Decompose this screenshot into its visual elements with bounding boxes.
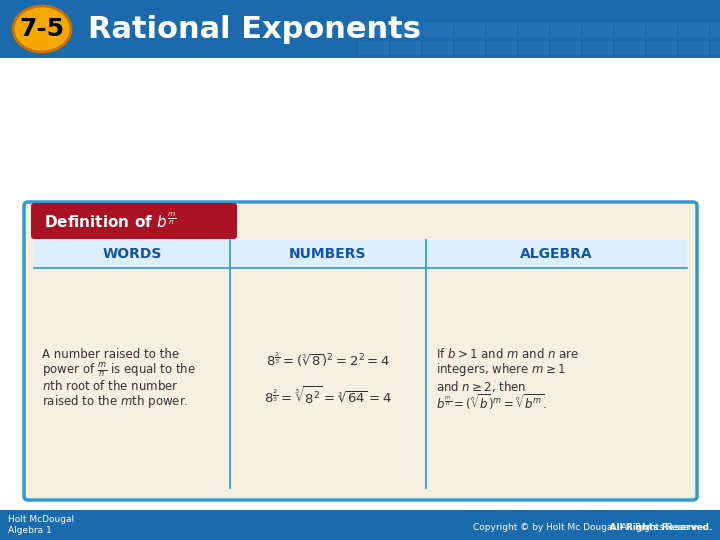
FancyBboxPatch shape [583, 41, 613, 55]
FancyBboxPatch shape [24, 202, 697, 500]
FancyBboxPatch shape [711, 41, 720, 55]
Text: Rational Exponents: Rational Exponents [88, 15, 421, 44]
FancyBboxPatch shape [423, 41, 453, 55]
FancyBboxPatch shape [615, 41, 645, 55]
Text: If $b > 1$ and $m$ and $n$ are: If $b > 1$ and $m$ and $n$ are [436, 347, 579, 361]
FancyBboxPatch shape [391, 23, 421, 37]
FancyBboxPatch shape [551, 23, 581, 37]
Text: Holt McDougal
Algebra 1: Holt McDougal Algebra 1 [8, 515, 74, 535]
Text: raised to the $m$th power.: raised to the $m$th power. [42, 394, 189, 410]
FancyBboxPatch shape [455, 23, 485, 37]
FancyBboxPatch shape [423, 23, 453, 37]
Text: Definition of $b^{\frac{m}{n}}$: Definition of $b^{\frac{m}{n}}$ [44, 211, 176, 231]
FancyBboxPatch shape [519, 23, 549, 37]
FancyBboxPatch shape [647, 23, 677, 37]
FancyBboxPatch shape [0, 510, 720, 540]
FancyBboxPatch shape [391, 41, 421, 55]
Text: $b^{\frac{m}{n}} = (\sqrt[n]{b})^m = \sqrt[n]{b^m}.$: $b^{\frac{m}{n}} = (\sqrt[n]{b})^m = \sq… [436, 392, 547, 412]
Text: NUMBERS: NUMBERS [289, 247, 366, 261]
Text: power of $\frac{m}{n}$ is equal to the: power of $\frac{m}{n}$ is equal to the [42, 361, 196, 379]
Text: integers, where $m \geq 1$: integers, where $m \geq 1$ [436, 361, 566, 379]
Text: $8^{\frac{2}{3}} = \sqrt[3]{8^2} = \sqrt[3]{64} = 4$: $8^{\frac{2}{3}} = \sqrt[3]{8^2} = \sqrt… [264, 386, 392, 406]
Text: ALGEBRA: ALGEBRA [520, 247, 593, 261]
Text: All Rights Reserved.: All Rights Reserved. [497, 523, 712, 531]
FancyBboxPatch shape [679, 23, 709, 37]
Text: 7-5: 7-5 [19, 17, 65, 41]
FancyBboxPatch shape [487, 41, 517, 55]
Text: $8^{\frac{2}{3}} = (\sqrt[3]{8})^2 = 2^2 = 4$: $8^{\frac{2}{3}} = (\sqrt[3]{8})^2 = 2^2… [266, 351, 390, 369]
Text: Copyright © by Holt Mc Dougal. All Rights Reserved.: Copyright © by Holt Mc Dougal. All Right… [473, 523, 712, 531]
FancyBboxPatch shape [0, 0, 720, 58]
FancyBboxPatch shape [519, 41, 549, 55]
Text: WORDS: WORDS [102, 247, 161, 261]
FancyBboxPatch shape [31, 203, 237, 239]
FancyBboxPatch shape [359, 41, 389, 55]
FancyBboxPatch shape [359, 23, 389, 37]
FancyBboxPatch shape [711, 23, 720, 37]
FancyBboxPatch shape [551, 41, 581, 55]
FancyBboxPatch shape [583, 23, 613, 37]
FancyBboxPatch shape [647, 41, 677, 55]
FancyBboxPatch shape [679, 41, 709, 55]
Text: A number raised to the: A number raised to the [42, 348, 179, 361]
FancyBboxPatch shape [487, 23, 517, 37]
Text: $n$th root of the number: $n$th root of the number [42, 379, 179, 393]
Ellipse shape [13, 6, 71, 52]
Bar [34, 240, 687, 268]
Text: and $n \geq 2$, then: and $n \geq 2$, then [436, 379, 526, 394]
FancyBboxPatch shape [455, 41, 485, 55]
FancyBboxPatch shape [615, 23, 645, 37]
